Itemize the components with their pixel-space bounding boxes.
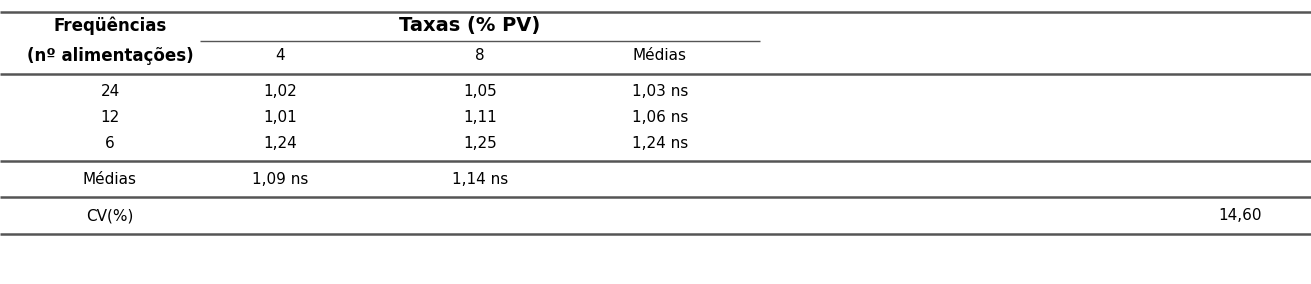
Text: 1,02: 1,02 <box>264 85 296 99</box>
Text: 4: 4 <box>275 49 284 64</box>
Text: Médias: Médias <box>83 172 138 187</box>
Text: 1,05: 1,05 <box>463 85 497 99</box>
Text: 8: 8 <box>475 49 485 64</box>
Text: 1,24: 1,24 <box>264 137 296 151</box>
Text: 1,25: 1,25 <box>463 137 497 151</box>
Text: 24: 24 <box>101 85 119 99</box>
Text: CV(%): CV(%) <box>87 208 134 224</box>
Text: 1,06 ns: 1,06 ns <box>632 110 688 126</box>
Text: 12: 12 <box>101 110 119 126</box>
Text: Médias: Médias <box>633 49 687 64</box>
Text: 1,11: 1,11 <box>463 110 497 126</box>
Text: 1,09 ns: 1,09 ns <box>252 172 308 187</box>
Text: Freqüências: Freqüências <box>54 17 166 35</box>
Text: 1,03 ns: 1,03 ns <box>632 85 688 99</box>
Text: 6: 6 <box>105 137 115 151</box>
Text: 1,14 ns: 1,14 ns <box>452 172 509 187</box>
Text: 1,01: 1,01 <box>264 110 296 126</box>
Text: 14,60: 14,60 <box>1218 208 1261 224</box>
Text: 1,24 ns: 1,24 ns <box>632 137 688 151</box>
Text: (nº alimentações): (nº alimentações) <box>26 47 193 65</box>
Text: Taxas (% PV): Taxas (% PV) <box>400 16 540 36</box>
